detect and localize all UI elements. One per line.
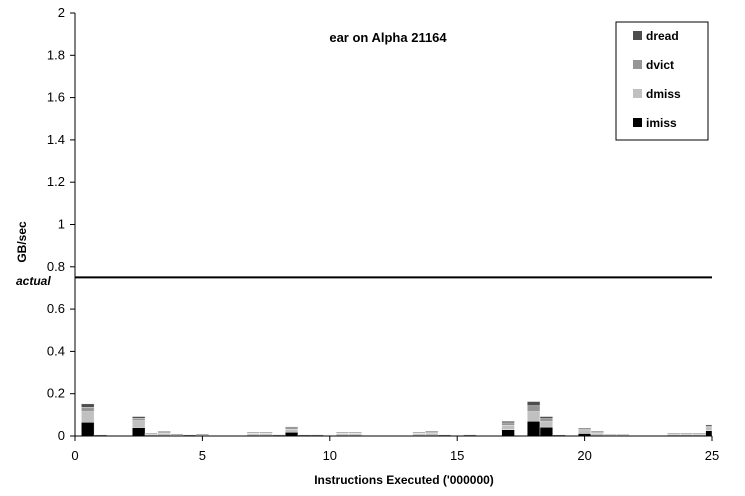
- bar-dread: [348, 432, 362, 434]
- legend-swatch-dmiss: [633, 89, 642, 98]
- legend-box: [615, 21, 709, 141]
- legend-swatch-imiss: [633, 118, 642, 127]
- bar-dvict: [539, 418, 553, 422]
- y-ticks: 0 0.2 0.4 0.6 0.8 1 1.2 1.4 1.6 1.8 2: [47, 5, 75, 443]
- bar-dread: [501, 420, 515, 424]
- bar-imiss: [285, 431, 299, 437]
- y-tick-label: 1.2: [47, 174, 65, 189]
- bars-layer: [81, 401, 713, 437]
- bar-dread: [590, 431, 604, 433]
- bar-dvict: [285, 427, 299, 430]
- x-tick-label: 20: [577, 448, 591, 463]
- y-tick-label: 0.4: [47, 343, 65, 358]
- y-tick-label: 1.8: [47, 47, 65, 62]
- bar-dread: [335, 432, 350, 434]
- bar-dvict: [501, 422, 515, 426]
- bar-dread: [259, 432, 273, 434]
- bar-dread: [170, 434, 184, 436]
- bar-dread: [412, 432, 426, 434]
- plot-area: 0 0.2 0.4 0.6 0.8 1 1.2 1.4 1.6 1.8 2 0 5 10 15 20 25: [47, 5, 719, 463]
- bar-dread: [578, 427, 592, 430]
- x-tick-label: 25: [705, 448, 719, 463]
- y-axis-title: GB/sec: [15, 221, 29, 263]
- bar-dmiss: [132, 420, 146, 428]
- bar-dread: [144, 433, 159, 435]
- bar-dmiss: [81, 411, 95, 423]
- legend-swatch-dread: [633, 31, 642, 40]
- bar-dread: [705, 424, 713, 427]
- bar-imiss: [132, 427, 146, 437]
- legend-label-dmiss: dmiss: [646, 87, 681, 101]
- x-tick-label: 15: [450, 448, 464, 463]
- bar-imiss: [81, 422, 95, 437]
- y-tick-label: 1.6: [47, 90, 65, 105]
- bar-dvict: [132, 418, 146, 421]
- x-tick-label: 5: [199, 448, 206, 463]
- bar-dmiss: [578, 430, 592, 434]
- y-tick-label: 2: [58, 5, 65, 20]
- bar-dread: [285, 426, 299, 428]
- y-tick-label: 0.2: [47, 386, 65, 401]
- bar-dmiss: [285, 429, 299, 433]
- bar-dread: [310, 434, 324, 436]
- bar-imiss: [705, 430, 713, 437]
- bar-dmiss: [527, 411, 541, 422]
- y-tick-label: 0.6: [47, 301, 65, 316]
- bar-dread: [195, 434, 209, 436]
- bar-dmiss: [501, 425, 515, 430]
- x-tick-label: 10: [323, 448, 337, 463]
- legend-label-imiss: imiss: [646, 116, 677, 130]
- legend-label-dread: dread: [646, 29, 679, 43]
- x-ticks: 0 5 10 15 20 25: [71, 436, 719, 463]
- bar-dread: [667, 433, 681, 435]
- bar-dmiss: [705, 427, 713, 431]
- legend: dread dvict dmiss imiss: [615, 21, 709, 141]
- bar-dread: [246, 432, 260, 434]
- legend-items: dread dvict dmiss imiss: [633, 29, 681, 130]
- bar-dread: [272, 434, 286, 436]
- bar-dvict: [81, 407, 95, 412]
- bar-dread: [603, 434, 617, 436]
- legend-swatch-dvict: [633, 60, 642, 69]
- y-tick-label: 1.4: [47, 132, 65, 147]
- actual-reference-label: actual: [16, 274, 51, 288]
- chart-title: ear on Alpha 21164: [329, 30, 447, 45]
- y-tick-label: 1: [58, 217, 65, 232]
- bar-dread: [539, 416, 553, 419]
- y-tick-label: 0.8: [47, 259, 65, 274]
- bar-dread: [425, 431, 439, 433]
- y-tick-label: 0: [58, 428, 65, 443]
- legend-label-dvict: dvict: [646, 58, 674, 72]
- x-tick-label: 0: [71, 448, 78, 463]
- bar-dvict: [705, 425, 713, 428]
- bar-dread: [679, 433, 694, 435]
- bar-dread: [692, 433, 706, 435]
- bar-dread: [616, 434, 630, 436]
- bar-dread: [132, 416, 146, 419]
- bar-dvict: [527, 405, 541, 412]
- bar-dread: [157, 430, 171, 433]
- bar-dread: [463, 434, 477, 436]
- bar-imiss: [539, 426, 553, 437]
- bar-imiss: [527, 420, 541, 437]
- bar-dread: [81, 403, 95, 408]
- bar-dread: [527, 401, 541, 406]
- bar-imiss: [501, 429, 515, 437]
- x-axis-title: Instructions Executed ('000000): [314, 473, 494, 487]
- bar-dmiss: [539, 421, 553, 428]
- bar-dvict: [578, 429, 592, 431]
